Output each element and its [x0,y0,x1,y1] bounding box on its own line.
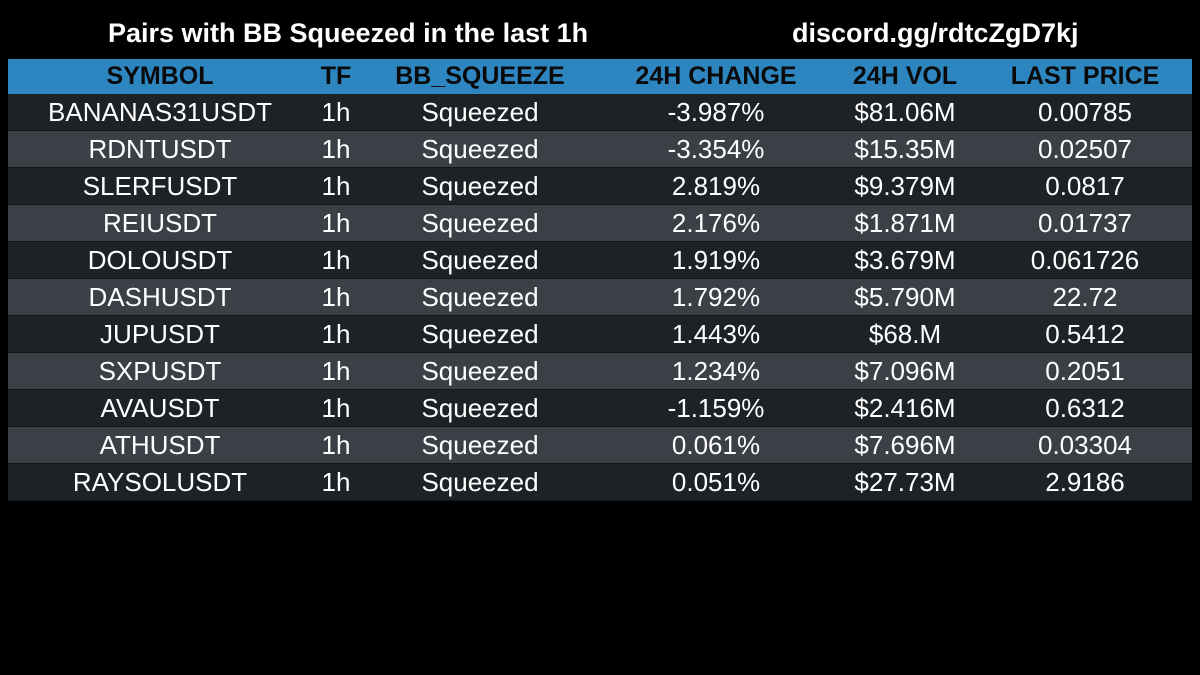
cell-tf: 1h [312,352,360,391]
table-row[interactable]: ATHUSDT 1h Squeezed 0.061% $7.696M 0.033… [8,426,1192,465]
cell-24h-change: 1.234% [600,352,832,391]
cell-24h-vol: $7.696M [832,426,978,465]
cell-last-price: 0.2051 [978,352,1192,391]
cell-last-price: 0.061726 [978,241,1192,280]
column-header-bb-squeeze[interactable]: BB_SQUEEZE [395,62,565,90]
cell-24h-vol: $2.416M [832,389,978,428]
cell-tf: 1h [312,241,360,280]
table-row[interactable]: REIUSDT 1h Squeezed 2.176% $1.871M 0.017… [8,204,1192,243]
cell-24h-change: 1.443% [600,315,832,354]
cell-last-price: 0.01737 [978,204,1192,243]
cell-24h-change: -3.354% [600,130,832,169]
cell-last-price: 2.9186 [978,463,1192,502]
cell-symbol: RAYSOLUSDT [8,463,312,502]
table-body: BANANAS31USDT 1h Squeezed -3.987% $81.06… [8,94,1192,502]
cell-symbol: DASHUSDT [8,278,312,317]
cell-24h-change: 0.061% [600,426,832,465]
cell-bb-squeeze: Squeezed [360,130,600,169]
cell-24h-vol: $27.73M [832,463,978,502]
table-row[interactable]: SLERFUSDT 1h Squeezed 2.819% $9.379M 0.0… [8,167,1192,206]
column-header-symbol[interactable]: SYMBOL [106,62,214,90]
column-header-24h-vol[interactable]: 24H VOL [852,62,958,90]
cell-tf: 1h [312,94,360,132]
cell-24h-change: 1.919% [600,241,832,280]
table-row[interactable]: AVAUSDT 1h Squeezed -1.159% $2.416M 0.63… [8,389,1192,428]
cell-last-price: 0.5412 [978,315,1192,354]
table-row[interactable]: RDNTUSDT 1h Squeezed -3.354% $15.35M 0.0… [8,130,1192,169]
cell-symbol: BANANAS31USDT [8,94,312,132]
cell-last-price: 0.03304 [978,426,1192,465]
cell-symbol: DOLOUSDT [8,241,312,280]
cell-symbol: RDNTUSDT [8,130,312,169]
cell-24h-vol: $1.871M [832,204,978,243]
table-row[interactable]: BANANAS31USDT 1h Squeezed -3.987% $81.06… [8,94,1192,132]
cell-bb-squeeze: Squeezed [360,352,600,391]
squeeze-table: SYMBOL TF BB_SQUEEZE 24H CHANGE 24H VOL … [8,59,1192,502]
table-row[interactable]: JUPUSDT 1h Squeezed 1.443% $68.M 0.5412 [8,315,1192,354]
cell-24h-vol: $81.06M [832,94,978,132]
cell-bb-squeeze: Squeezed [360,389,600,428]
cell-symbol: REIUSDT [8,204,312,243]
cell-24h-change: 0.051% [600,463,832,502]
cell-bb-squeeze: Squeezed [360,315,600,354]
column-header-tf[interactable]: TF [320,62,352,90]
cell-bb-squeeze: Squeezed [360,167,600,206]
cell-tf: 1h [312,278,360,317]
table-row[interactable]: SXPUSDT 1h Squeezed 1.234% $7.096M 0.205… [8,352,1192,391]
cell-bb-squeeze: Squeezed [360,426,600,465]
cell-24h-vol: $15.35M [832,130,978,169]
cell-bb-squeeze: Squeezed [360,278,600,317]
cell-symbol: ATHUSDT [8,426,312,465]
cell-tf: 1h [312,426,360,465]
cell-symbol: SXPUSDT [8,352,312,391]
cell-last-price: 0.00785 [978,94,1192,132]
discord-invite-link[interactable]: discord.gg/rdtcZgD7kj [792,18,1079,48]
table-row[interactable]: DASHUSDT 1h Squeezed 1.792% $5.790M 22.7… [8,278,1192,317]
cell-24h-change: 2.819% [600,167,832,206]
table-header-row: SYMBOL TF BB_SQUEEZE 24H CHANGE 24H VOL … [8,59,1192,94]
cell-24h-vol: $3.679M [832,241,978,280]
cell-24h-vol: $9.379M [832,167,978,206]
page-title: Pairs with BB Squeezed in the last 1h [108,18,589,48]
cell-24h-change: 2.176% [600,204,832,243]
cell-tf: 1h [312,315,360,354]
cell-24h-change: -3.987% [600,94,832,132]
cell-bb-squeeze: Squeezed [360,204,600,243]
cell-24h-vol: $5.790M [832,278,978,317]
cell-tf: 1h [312,389,360,428]
column-header-24h-change[interactable]: 24H CHANGE [635,62,797,90]
cell-last-price: 0.02507 [978,130,1192,169]
cell-last-price: 0.0817 [978,167,1192,206]
cell-symbol: JUPUSDT [8,315,312,354]
table-row[interactable]: RAYSOLUSDT 1h Squeezed 0.051% $27.73M 2.… [8,463,1192,502]
cell-24h-change: 1.792% [600,278,832,317]
column-header-last-price[interactable]: LAST PRICE [1010,62,1160,90]
cell-tf: 1h [312,204,360,243]
cell-last-price: 0.6312 [978,389,1192,428]
cell-bb-squeeze: Squeezed [360,463,600,502]
cell-symbol: AVAUSDT [8,389,312,428]
cell-tf: 1h [312,167,360,206]
cell-bb-squeeze: Squeezed [360,94,600,132]
cell-24h-vol: $7.096M [832,352,978,391]
cell-last-price: 22.72 [978,278,1192,317]
table-row[interactable]: DOLOUSDT 1h Squeezed 1.919% $3.679M 0.06… [8,241,1192,280]
cell-tf: 1h [312,130,360,169]
cell-bb-squeeze: Squeezed [360,241,600,280]
cell-24h-vol: $68.M [832,315,978,354]
cell-tf: 1h [312,463,360,502]
cell-24h-change: -1.159% [600,389,832,428]
cell-symbol: SLERFUSDT [8,167,312,206]
